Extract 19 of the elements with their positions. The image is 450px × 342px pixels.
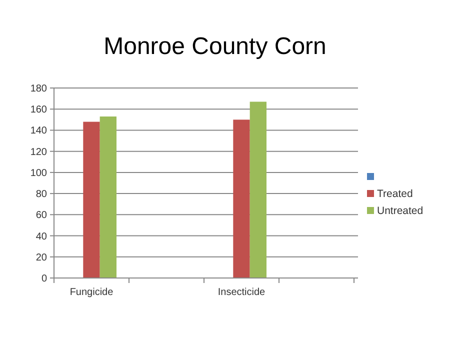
x-tick-label: Fungicide (70, 287, 114, 298)
bar (83, 122, 100, 278)
y-tick-label: 80 (36, 189, 48, 200)
bar (233, 120, 250, 278)
bar (250, 102, 266, 278)
y-tick-label: 0 (41, 274, 48, 284)
y-tick-label: 180 (30, 84, 48, 94)
legend-label: Treated (377, 188, 413, 200)
y-tick-label: 20 (36, 252, 48, 264)
y-tick-label: 40 (36, 231, 48, 242)
y-tick-label: 160 (30, 104, 48, 116)
x-tick-label: Insecticide (218, 287, 266, 298)
y-tick-label: 100 (30, 168, 48, 179)
bar (100, 116, 116, 278)
legend-label: Untreated (377, 205, 424, 217)
y-tick-label: 60 (36, 210, 48, 222)
y-tick-label: 140 (30, 126, 48, 137)
y-tick-label: 120 (30, 146, 48, 158)
chart-title: Monroe County Corn (104, 33, 326, 60)
